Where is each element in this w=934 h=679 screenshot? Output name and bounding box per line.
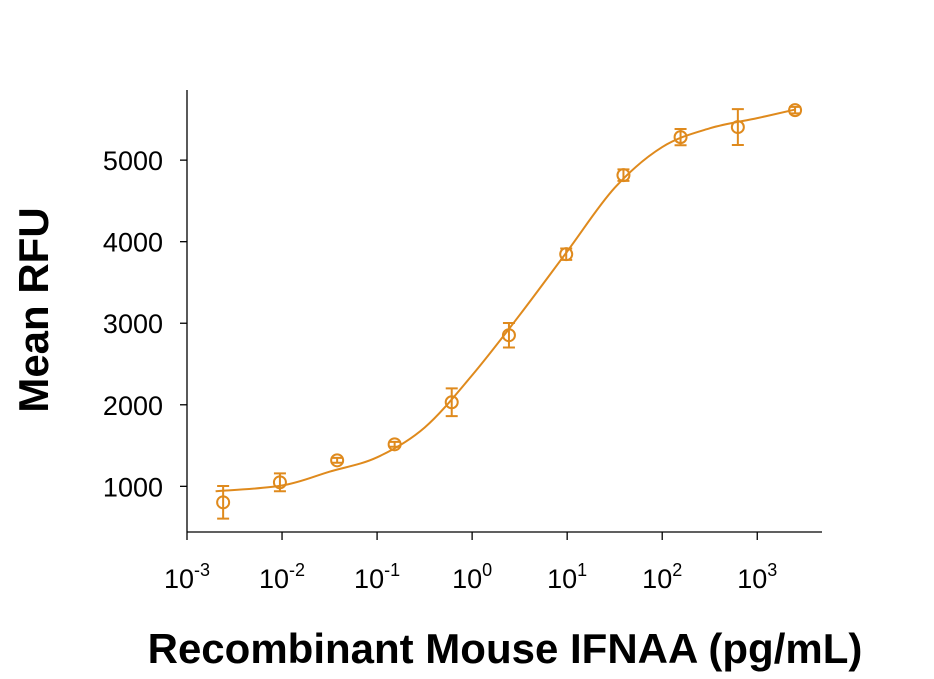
- x-tick-label: 100: [452, 560, 492, 594]
- x-tick-base: 10: [259, 564, 289, 594]
- x-tick-exponent: 0: [482, 560, 492, 580]
- x-tick-base: 10: [452, 564, 482, 594]
- data-point: [216, 495, 231, 510]
- y-tick-label: 1000: [103, 472, 163, 502]
- x-tick-base: 10: [354, 564, 384, 594]
- x-tick-label: 10-1: [354, 560, 400, 594]
- data-point: [387, 437, 402, 452]
- x-tick-label: 103: [737, 560, 777, 594]
- x-tick-exponent: 3: [767, 560, 777, 580]
- x-tick-label: 102: [642, 560, 682, 594]
- x-tick-exponent: -1: [384, 560, 400, 580]
- error-bar: [331, 456, 344, 464]
- data-point: [673, 130, 688, 145]
- error-bar: [388, 440, 401, 448]
- x-tick-exponent: -2: [289, 560, 305, 580]
- error-bar: [217, 485, 230, 520]
- x-tick-exponent: 1: [577, 560, 587, 580]
- x-tick-base: 10: [164, 564, 194, 594]
- fit-curve: [215, 108, 796, 493]
- y-tick-label: 4000: [103, 228, 163, 258]
- y-tick-label: 2000: [103, 391, 163, 421]
- data-point: [444, 395, 459, 410]
- x-tick-exponent: 2: [672, 560, 682, 580]
- data-point: [272, 475, 287, 490]
- data-point: [501, 328, 516, 343]
- data-point: [330, 453, 345, 468]
- x-tick-base: 10: [642, 564, 672, 594]
- x-tick-label: 101: [547, 560, 587, 594]
- x-tick-exponent: -3: [194, 560, 210, 580]
- x-axis-title: Recombinant Mouse IFNAA (pg/mL): [148, 625, 863, 672]
- error-bar: [502, 321, 515, 349]
- x-tick-label: 10-3: [164, 560, 210, 594]
- error-bar: [445, 387, 458, 418]
- y-tick-label: 3000: [103, 309, 163, 339]
- data-point: [730, 120, 745, 135]
- y-tick-label: 5000: [103, 146, 163, 176]
- data-point: [788, 103, 803, 118]
- data-point: [616, 168, 631, 183]
- x-tick-base: 10: [547, 564, 577, 594]
- data-point: [559, 247, 574, 262]
- x-tick-label: 10-2: [259, 560, 305, 594]
- y-axis-title: Mean RFU: [10, 207, 57, 412]
- error-bar: [731, 108, 744, 147]
- x-tick-base: 10: [737, 564, 767, 594]
